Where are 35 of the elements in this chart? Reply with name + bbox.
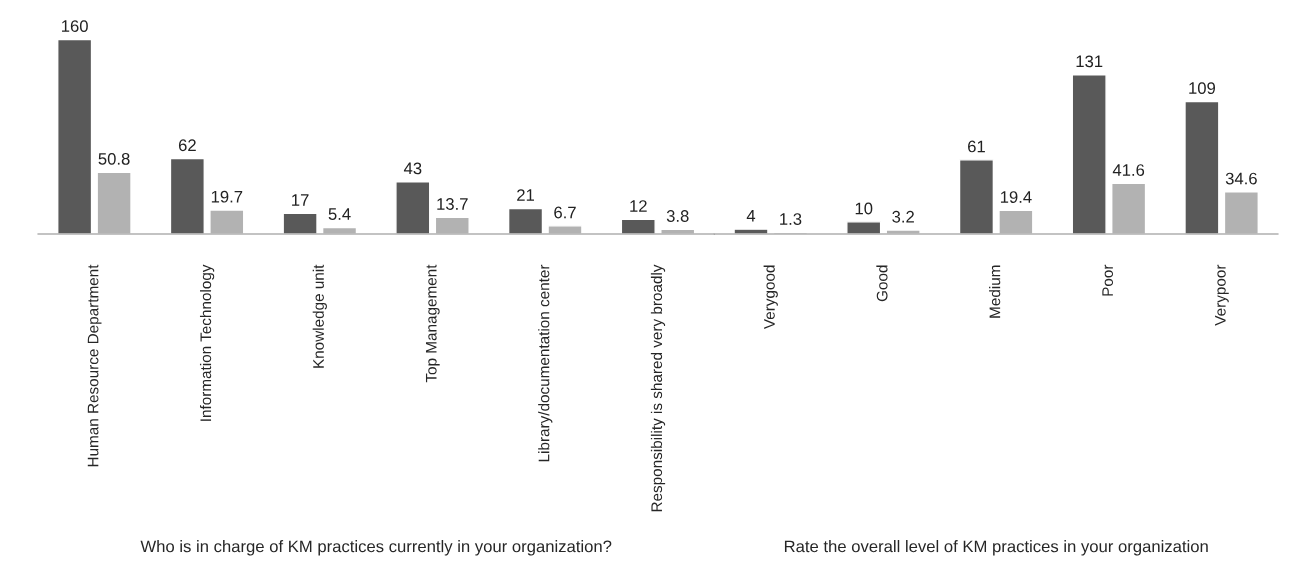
x-tick-label: Information Technology (199, 264, 215, 421)
x-tick-label: Medium (989, 265, 1001, 318)
data-label: 3.8 (666, 210, 689, 222)
data-label: 34.6 (1225, 172, 1257, 185)
x-tick-label: Poor (1102, 264, 1114, 296)
data-label: 50.8 (98, 152, 130, 165)
data-label: 41.6 (1112, 164, 1145, 176)
data-label: 19.4 (1000, 191, 1032, 203)
data-label: 3.2 (892, 210, 914, 223)
data-label: 17 (292, 194, 309, 206)
data-label: 109 (1189, 82, 1216, 94)
data-label: 4 (746, 210, 756, 222)
data-label: 13.7 (437, 198, 468, 210)
x-tick-label: Knowledge unit (312, 264, 327, 368)
data-label: 19.7 (211, 190, 243, 203)
x-tick-label: Top Management (425, 264, 440, 383)
data-label: 21 (517, 189, 534, 201)
x-tick-label: Responsibility is shared very broadly (650, 264, 666, 512)
x-tick-label: Verygood (763, 265, 778, 330)
data-label: 62 (178, 139, 196, 152)
x-tick-label: Good (876, 265, 888, 302)
data-label: 5.4 (328, 208, 351, 220)
x-tick-label: Library/documentation center (538, 264, 553, 462)
data-label: 160 (62, 20, 88, 32)
data-label: 6.7 (554, 206, 576, 219)
x-axis-title: Rate the overall level of KM practices in your organization (784, 540, 1208, 556)
x-tick-label: Verypoor (1215, 264, 1229, 326)
data-label: 43 (403, 162, 422, 175)
x-axis-title: Who is in charge of KM practices currently in your organization? (140, 540, 612, 556)
data-label: 12 (630, 200, 647, 212)
data-label: 61 (968, 140, 985, 153)
data-label: 10 (855, 202, 873, 215)
x-tick-label: Human Resource Department (87, 264, 102, 467)
data-label: 131 (1076, 55, 1103, 68)
data-label: 1.3 (780, 213, 802, 225)
